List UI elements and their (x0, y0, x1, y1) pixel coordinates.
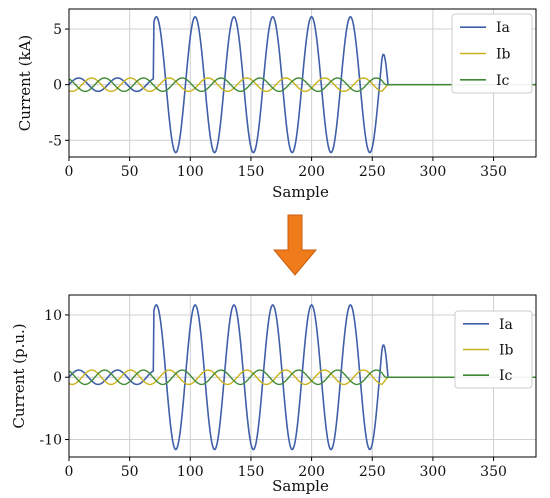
y-axis-label: Current (kA) (16, 35, 34, 131)
x-axis-label: Sample (272, 477, 329, 495)
x-tick-label: 250 (359, 164, 386, 180)
y-tick-label: 5 (53, 22, 62, 38)
x-axis-label: Sample (272, 183, 329, 201)
legend: Ia Ib Ic (454, 310, 533, 389)
y-axis-label: Current (p.u.) (10, 323, 28, 428)
legend-label-ic: Ic (496, 73, 510, 89)
plot-frame (68, 294, 537, 458)
x-tick-label: 50 (121, 164, 139, 180)
x-tick-label: 200 (298, 464, 325, 480)
transform-arrow (272, 214, 318, 276)
x-tick-label: 0 (65, 464, 74, 480)
x-tick-label: 200 (298, 164, 325, 180)
legend-box (454, 310, 533, 389)
y-tick-label: 0 (53, 78, 62, 94)
y-tick-label: -5 (48, 133, 62, 149)
plot-frame (68, 8, 537, 158)
x-tick-label: 300 (420, 464, 447, 480)
y-tick-label: -10 (39, 433, 62, 449)
x-tick-label: 100 (177, 464, 204, 480)
x-tick-label: 350 (480, 164, 507, 180)
legend-label-ib: Ib (499, 343, 514, 359)
legend-label-ia: Ia (496, 20, 510, 36)
x-tick-label: 300 (420, 164, 447, 180)
x-tick-label: 100 (177, 164, 204, 180)
legend-label-ib: Ib (496, 47, 511, 63)
down-arrow-icon (272, 214, 318, 276)
legend-box (451, 13, 533, 94)
y-tick-label: 10 (44, 308, 62, 324)
y-tick-label: 0 (53, 370, 62, 386)
x-tick-label: 50 (121, 464, 139, 480)
x-tick-label: 350 (480, 464, 507, 480)
chart-current-pu: 0 50 100 150 200 250 300 350-10010SampleCurrent… (10, 294, 537, 495)
x-tick-label: 150 (238, 464, 265, 480)
x-tick-label: 0 (65, 164, 74, 180)
x-tick-label: 250 (359, 464, 386, 480)
legend: Ia Ib Ic (451, 13, 533, 94)
legend-label-ia: Ia (499, 317, 513, 333)
x-tick-label: 150 (238, 164, 265, 180)
legend-label-ic: Ic (499, 368, 513, 384)
